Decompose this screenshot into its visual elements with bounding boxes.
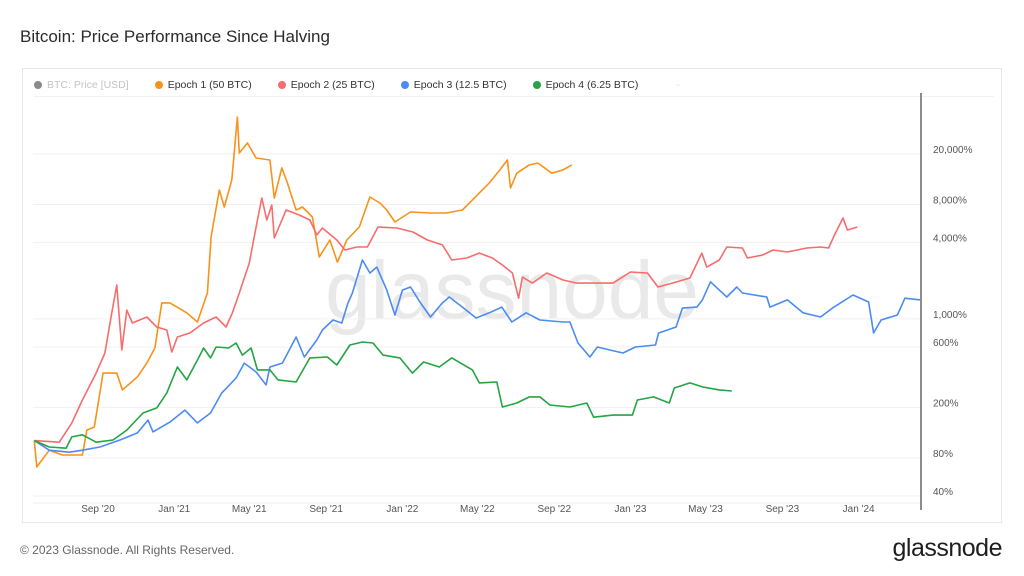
x-tick-label: Sep '22 [537,504,571,515]
legend-label: Epoch 2 (25 BTC) [290,79,375,91]
legend-label: Epoch 4 (6.25 BTC) [545,79,639,91]
x-tick-label: Sep '23 [766,504,800,515]
x-tick-label: May '21 [232,504,267,515]
legend-dot-icon [400,81,409,89]
y-tick-label: 8,000% [933,195,967,206]
x-tick-label: Jan '24 [843,504,875,515]
x-tick-label: Sep '21 [309,504,343,515]
x-tick-label: Jan '22 [386,504,418,515]
y-tick-label: 200% [933,398,959,409]
legend-label: BTC: Price [USD] [47,79,129,91]
legend-label: Epoch 1 (50 BTC) [167,79,252,91]
legend-item-epoch-1[interactable]: Epoch 1 (50 BTC) [154,79,252,91]
legend-dot-icon [154,81,163,89]
legend-item-epoch-4[interactable]: Epoch 4 (6.25 BTC) [532,79,639,91]
glassnode-logo: glassnode [892,534,1003,562]
legend-label: Epoch 3 (12.5 BTC) [413,79,507,91]
series-line-epoch-2 [34,197,858,444]
y-tick-label: 600% [933,338,959,349]
legend-extra: - [676,79,680,91]
x-tick-label: Jan '23 [615,504,647,515]
y-tick-label: 80% [933,449,953,460]
legend-divider [34,96,994,97]
legend-dot-icon [532,81,541,89]
x-tick-label: May '23 [688,504,723,515]
legend-item-btc-price[interactable]: BTC: Price [USD] [34,79,129,91]
chart-title: Bitcoin: Price Performance Since Halving [20,27,330,46]
series-line-epoch-3 [33,259,921,454]
legend-dot-icon [277,81,286,89]
series-line-epoch-1 [33,116,573,468]
y-tick-label: 40% [933,487,953,498]
series-line-epoch-4 [33,341,732,450]
legend-item-epoch-3[interactable]: Epoch 3 (12.5 BTC) [400,79,507,91]
legend-dot-icon [34,81,42,89]
y-tick-label: 20,000% [933,145,973,156]
legend: BTC: Price [USD] Epoch 1 (50 BTC) Epoch … [34,77,680,93]
legend-item-epoch-2[interactable]: Epoch 2 (25 BTC) [277,79,375,91]
copyright-footer: © 2023 Glassnode. All Rights Reserved. [20,543,235,557]
x-tick-label: May '22 [460,504,495,515]
chart-card [22,68,1002,523]
x-tick-label: Jan '21 [158,504,190,515]
x-tick-label: Sep '20 [81,504,115,515]
y-tick-label: 1,000% [933,310,967,321]
y-tick-label: 4,000% [933,234,967,245]
